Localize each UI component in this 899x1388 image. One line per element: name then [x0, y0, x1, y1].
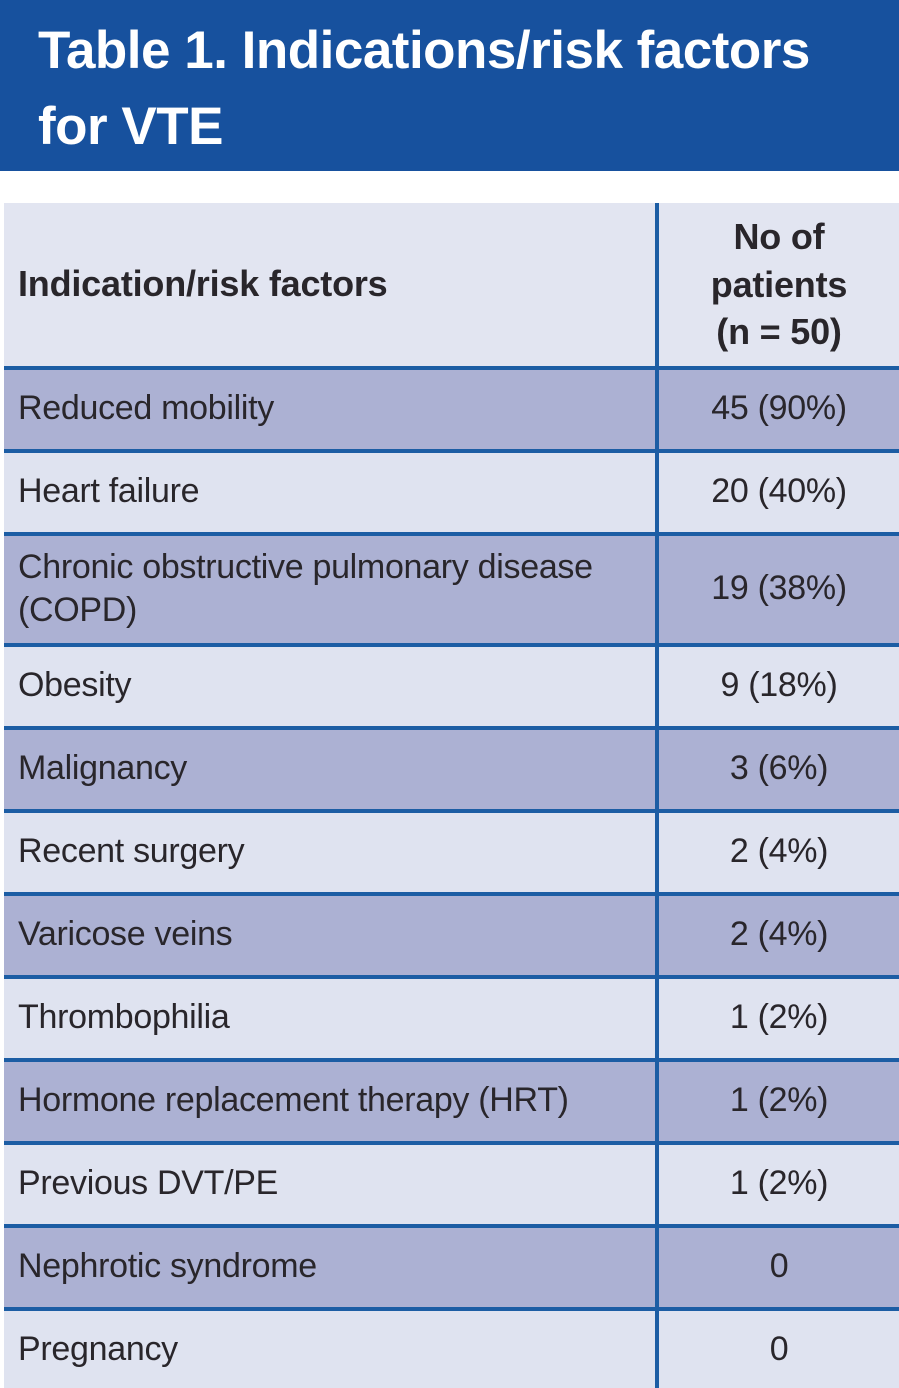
patient-count-cell: 9 (18%) [720, 666, 838, 705]
patient-count-cell: 2 (4%) [729, 832, 829, 871]
table-row: Previous DVT/PE 1 (2%) [4, 1140, 899, 1224]
indication-cell: Obesity [4, 646, 659, 726]
patient-count-cell: 45 (90%) [711, 389, 847, 428]
patient-count-cell: 2 (4%) [729, 915, 829, 954]
table-row: Pregnancy 0 [4, 1306, 899, 1388]
patient-count-cell: 3 (6%) [729, 749, 829, 788]
table-row: Reduced mobility 45 (90%) [4, 365, 899, 449]
table-row: Varicose veins 2 (4%) [4, 891, 899, 975]
table-row: Hormone replacement therapy (HRT) 1 (2%) [4, 1057, 899, 1141]
table-row: Chronic obstructive pulmonary disease (C… [4, 531, 899, 643]
patient-count-cell: 20 (40%) [711, 472, 847, 511]
table-row: Malignancy 3 (6%) [4, 725, 899, 809]
patient-count-cell: 0 [769, 1330, 789, 1369]
table-header-row: Indication/risk factors No of patients (… [4, 203, 899, 366]
indication-cell: Malignancy [4, 729, 659, 809]
patient-count-cell: 1 (2%) [729, 1164, 829, 1203]
patient-count-cell: 0 [769, 1247, 789, 1286]
patient-count-cell: 1 (2%) [729, 1081, 829, 1120]
table-row: Obesity 9 (18%) [4, 642, 899, 726]
indication-cell: Hormone replacement therapy (HRT) [4, 1061, 659, 1141]
table-title: Table 1. Indications/risk factors for VT… [38, 21, 810, 156]
indication-cell: Thrombophilia [4, 978, 659, 1058]
table-row: Thrombophilia 1 (2%) [4, 974, 899, 1058]
header-patients-column: No of patients (n = 50) [710, 216, 848, 353]
table-row: Recent surgery 2 (4%) [4, 808, 899, 892]
table-title-banner: Table 1. Indications/risk factors for VT… [0, 0, 899, 171]
indication-cell: Previous DVT/PE [4, 1144, 659, 1224]
indication-cell: Varicose veins [4, 895, 659, 975]
indication-cell: Heart failure [4, 452, 659, 532]
indication-cell: Chronic obstructive pulmonary disease (C… [4, 535, 659, 643]
patient-count-cell: 19 (38%) [711, 569, 847, 608]
table-row: Heart failure 20 (40%) [4, 448, 899, 532]
table-row: Nephrotic syndrome 0 [4, 1223, 899, 1307]
table-body: Reduced mobility 45 (90%) Heart failure … [4, 365, 899, 1388]
indication-cell: Reduced mobility [4, 369, 659, 449]
indication-cell: Pregnancy [4, 1310, 659, 1388]
indication-cell: Nephrotic syndrome [4, 1227, 659, 1307]
indication-cell: Recent surgery [4, 812, 659, 892]
header-indication-column: Indication/risk factors [4, 203, 659, 366]
patient-count-cell: 1 (2%) [729, 998, 829, 1037]
vte-indications-table: Indication/risk factors No of patients (… [4, 203, 899, 1388]
